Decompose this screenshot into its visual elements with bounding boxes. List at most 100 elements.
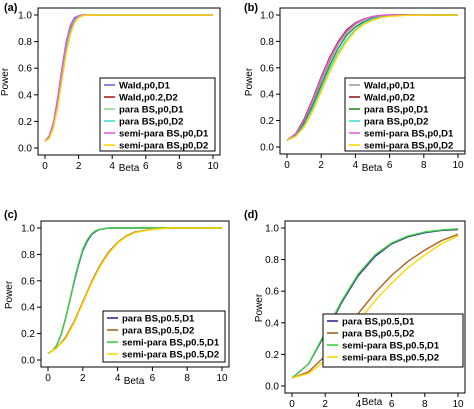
series-line [44,14,213,142]
legend-entry: Wald,p0,D1 [119,81,171,92]
legend-entry: Wald,p0.2,D2 [119,93,178,104]
x-tick-label: 4 [356,399,362,409]
series-line [291,228,459,379]
y-tick-label: 0.8 [260,37,274,48]
legend-entry: para BS,p0.5,D2 [342,329,414,340]
y-tick-label: 0.0 [21,356,35,367]
x-axis-label: Beta [362,163,383,174]
x-tick-label: 10 [452,160,464,171]
legend-entry: semi-para BS,p0.5,D1 [342,341,440,352]
x-axis-label: Beta [119,163,140,174]
legend-entry: Wald,p0,D1 [364,81,416,92]
y-tick-label: 0.4 [18,90,32,101]
legend-box [344,77,466,152]
x-tick-label: 8 [421,160,427,171]
legend-entry: semi-para BS,p0,D2 [364,141,453,152]
series-line [291,233,459,379]
legend-entry: para BS,p0,D2 [364,117,428,128]
x-tick-label: 10 [452,399,464,409]
y-tick-label: 0.2 [265,350,279,361]
panel-label: (a) [4,2,18,14]
x-tick-label: 4 [115,373,121,384]
legend-entry: para BS,p0.5,D1 [122,314,195,325]
plot-frame [40,220,230,368]
y-tick-label: 1.0 [265,224,279,235]
y-tick-label: 0.6 [260,63,274,74]
chart-panel: (b) 0.0 0.2 0.4 0.6 0.8 1.0 0 2 4 6 8 10 Beta Power Wal… [244,2,466,174]
y-tick-label: 0.2 [260,116,274,127]
x-axis-label: Beta [362,397,383,408]
y-axis-label: Power [254,293,265,322]
x-tick-label: 2 [80,373,86,384]
y-tick-label: 0.0 [265,382,279,393]
legend-entry: semi-para BS,p0.5,D2 [342,353,439,364]
y-axis-label: Power [0,67,11,96]
series-line [47,227,222,355]
x-tick-label: 8 [422,399,428,409]
y-tick-label: 1.0 [21,224,35,235]
panel-label: (b) [244,2,258,14]
y-tick-label: 0.8 [21,250,35,261]
y-tick-label: 1.0 [18,11,32,22]
legend-entry: para BS,p0.5,D2 [122,326,194,337]
legend-box [99,77,216,152]
series-line [286,14,458,142]
x-tick-label: 6 [389,399,395,409]
y-tick-label: 0.6 [265,287,279,298]
legend-entry: semi-para BS,p0.5,D2 [122,350,219,361]
legend-entry: semi-para BS,p0,D1 [119,129,209,140]
legend-entry: Wald,p0,D2 [364,93,415,104]
x-tick-label: 0 [284,160,290,171]
legend-entry: semi-para BS,p0,D2 [119,141,208,152]
x-tick-label: 8 [177,161,183,172]
x-tick-label: 2 [76,161,82,172]
series-line [286,14,458,141]
series-line [291,235,459,379]
y-tick-label: 0.0 [18,144,32,155]
x-tick-label: 6 [150,373,156,384]
x-tick-label: 8 [184,373,190,384]
x-tick-label: 2 [318,160,324,171]
x-tick-label: 6 [143,161,149,172]
legend-entry: para BS,p0,D1 [364,105,429,116]
legend-entry: para BS,p0,D2 [119,117,183,128]
series-line [47,227,222,354]
legend-entry: semi-para BS,p0.5,D1 [122,338,220,349]
x-tick-label: 0 [289,399,295,409]
y-tick-label: 0.4 [265,318,279,329]
y-tick-label: 1.0 [260,11,274,22]
plot-frame [284,220,466,394]
legend-box [322,313,464,368]
y-tick-label: 0.4 [260,90,274,101]
x-axis-label: Beta [124,376,145,387]
x-tick-label: 2 [322,399,328,409]
x-tick-label: 0 [45,373,51,384]
y-axis-label: Power [4,280,15,309]
y-tick-label: 0.0 [260,143,274,154]
x-tick-label: 4 [353,160,359,171]
y-tick-label: 0.8 [265,255,279,266]
chart-panel: (a) 0.0 0.2 0.4 0.6 0.8 1.0 0 2 4 6 8 10 Beta Power Wal… [0,2,221,174]
y-tick-label: 0.6 [21,276,35,287]
x-tick-label: 10 [216,373,228,384]
x-tick-label: 6 [387,160,393,171]
y-tick-label: 0.2 [18,117,32,128]
x-tick-label: 0 [42,161,48,172]
y-axis-label: Power [244,67,255,96]
x-tick-label: 4 [109,161,115,172]
legend-entry: para BS,p0.5,D1 [342,317,415,328]
panel-label: (c) [4,209,18,221]
plot-frame [37,7,221,156]
legend-entry: para BS,p0,D1 [119,105,184,116]
chart-panel: (c) 0.0 0.2 0.4 0.6 0.8 1.0 0 2 4 6 8 10 Beta Power par… [4,209,230,387]
panel-label: (d) [244,209,258,221]
legend-entry: semi-para BS,p0,D1 [364,129,454,140]
y-tick-label: 0.6 [18,64,32,75]
y-tick-label: 0.8 [18,37,32,48]
legend-box [102,310,226,363]
